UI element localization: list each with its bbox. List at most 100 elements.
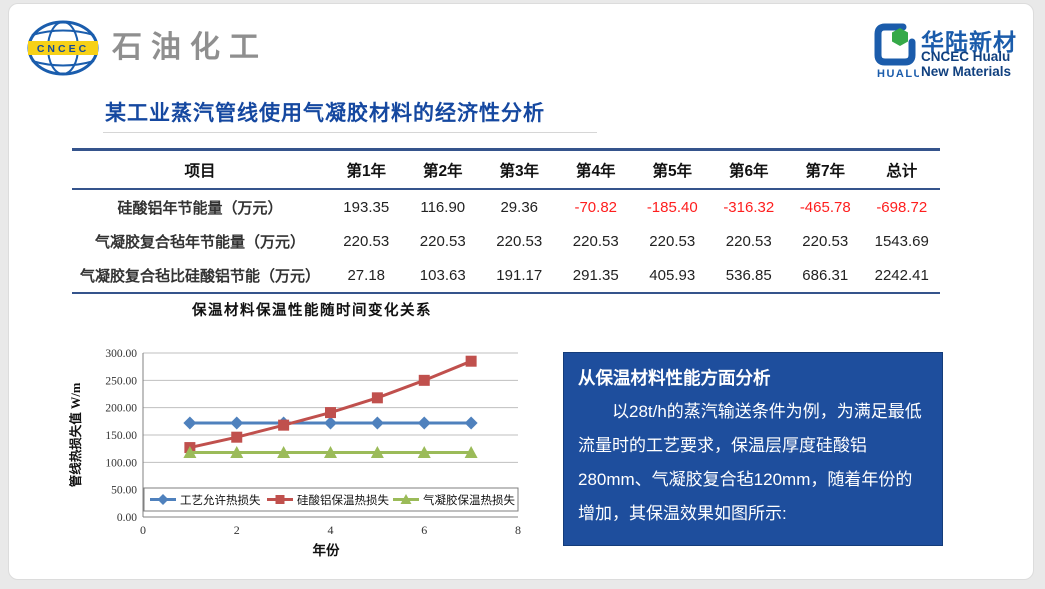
- chart-legend: 工艺允许热损失 硅酸铝保温热损失 气凝胶保温热损失: [143, 487, 519, 512]
- marker-square: [275, 495, 285, 504]
- x-tick-label: 6: [421, 523, 427, 537]
- table-cell: -70.82: [574, 198, 618, 216]
- table-cell: 291.35: [572, 266, 619, 284]
- table-cell: 193.35: [343, 198, 390, 216]
- hualu-brand-cn: 华陆新材: [921, 29, 1017, 55]
- legend-box: [143, 487, 519, 512]
- petrochemical-brand-text: 石油化工: [112, 30, 268, 65]
- table-cell: 220.53: [343, 232, 390, 250]
- y-tick-label: 300.00: [105, 348, 137, 360]
- page-title: 某工业蒸汽管线使用气凝胶材料的经济性分析: [105, 102, 545, 125]
- marker-square: [371, 392, 383, 404]
- marker-square: [231, 431, 243, 443]
- marker-diamond: [183, 416, 197, 430]
- table-column-header: 第5年: [634, 149, 711, 190]
- x-axis: 0 2 4 6 8 年份: [140, 523, 521, 558]
- marker-square: [325, 407, 336, 419]
- y-tick-label: 200.00: [105, 403, 137, 415]
- table-cell: -465.78: [799, 198, 851, 216]
- economics-table: 项目 第1年 第2年 第3年 第4年 第5年 第6年 第7年 总计 硅酸铝年节能量（万元） 193…: [72, 148, 940, 294]
- marker-diamond: [230, 416, 244, 430]
- table-cell: 686.31: [802, 266, 849, 284]
- hualu-icon-label: HUALU: [877, 68, 919, 80]
- x-tick-label: 2: [234, 523, 240, 537]
- table-column-header: 第6年: [710, 149, 787, 190]
- series-square: [184, 355, 477, 454]
- table-cell: 27.18: [347, 266, 386, 284]
- legend-label: 气凝胶保温热损失: [423, 493, 515, 507]
- table-row: 气凝胶复合毡年节能量（万元） 220.53 220.53 220.53 220.53 22…: [72, 224, 940, 258]
- table-cell: 220.53: [572, 232, 619, 250]
- marker-triangle: [183, 445, 197, 458]
- y-tick-label: 0.00: [117, 512, 137, 524]
- y-tick-label: 250.00: [105, 375, 137, 387]
- table-column-header: 项目: [72, 149, 328, 190]
- x-tick-label: 8: [515, 523, 521, 537]
- marker-triangle: [324, 445, 337, 458]
- table-cell: 536.85: [725, 266, 772, 284]
- marker-triangle: [400, 494, 412, 504]
- analysis-box: 从保温材料性能方面分析 以28t/h的蒸汽输送条件为例，为满足最低流量时的工艺要…: [563, 352, 943, 546]
- table-column-header: 第4年: [557, 149, 634, 190]
- title-underline: [103, 132, 597, 133]
- hualu-brand-en1: CNCEC Hualu: [921, 49, 1011, 64]
- table-column-header: 总计: [863, 149, 940, 190]
- marker-triangle: [464, 445, 478, 458]
- table-cell: -185.40: [646, 198, 698, 216]
- cncec-banner: [28, 41, 98, 55]
- insulation-performance-chart: 保温材料保温性能随时间变化关系 0.00 50.00 100.00 150.00 200.…: [60, 298, 540, 568]
- y-tick-label: 150.00: [105, 430, 137, 442]
- marker-diamond: [417, 416, 431, 430]
- marker-triangle: [417, 445, 431, 458]
- marker-square: [278, 419, 290, 431]
- economics-table-wrap: 项目 第1年 第2年 第3年 第4年 第5年 第6年 第7年 总计 硅酸铝年节能量（万元） 193…: [72, 148, 940, 294]
- marker-diamond: [370, 416, 384, 430]
- marker-triangle: [277, 445, 291, 458]
- row-label: 硅酸铝年节能量（万元）: [117, 199, 283, 217]
- analysis-heading: 从保温材料性能方面分析: [578, 368, 771, 388]
- table-cell: 29.36: [500, 198, 539, 216]
- y-tick-label: 50.00: [111, 485, 137, 497]
- table-row: 硅酸铝年节能量（万元） 193.35 116.90 29.36 -70.82 -185.4…: [72, 189, 940, 224]
- row-label: 气凝胶复合毡年节能量（万元）: [94, 233, 305, 251]
- table-column-header: 第3年: [481, 149, 558, 190]
- table-cell: 220.53: [802, 232, 849, 250]
- table-column-header: 第2年: [404, 149, 481, 190]
- hualu-brand-en2: New Materials: [921, 64, 1012, 79]
- series-diamond: [183, 416, 478, 430]
- y-tick-label: 100.00: [105, 457, 137, 469]
- series-triangle: [183, 445, 478, 458]
- table-cell: -698.72: [876, 198, 928, 216]
- table-cell: 191.17: [496, 266, 543, 284]
- chart-title: 保温材料保温性能随时间变化关系: [191, 301, 432, 319]
- hualu-bracket-shape: [874, 23, 916, 66]
- table-column-header: 第1年: [328, 149, 405, 190]
- marker-square: [418, 374, 430, 386]
- marker-triangle: [370, 445, 384, 458]
- table-cell: -316.32: [723, 198, 775, 216]
- cncec-globe-logo: CNCEC: [27, 20, 99, 76]
- chart-svg: 保温材料保温性能随时间变化关系 0.00 50.00 100.00 150.00 200.…: [68, 301, 521, 558]
- marker-square: [465, 355, 477, 367]
- table-cell: 220.53: [649, 232, 696, 250]
- table-cell: 220.53: [496, 232, 543, 250]
- table-cell: 405.93: [649, 266, 696, 284]
- hualu-logo-icon: HUALU: [874, 23, 919, 80]
- cncec-badge-text: CNCEC: [37, 43, 89, 55]
- table-cell: 103.63: [419, 266, 466, 284]
- hualu-hexagon: [892, 28, 908, 46]
- x-tick-label: 0: [140, 523, 146, 537]
- legend-label: 硅酸铝保温热损失: [297, 493, 389, 507]
- table-cell: 1543.69: [874, 232, 929, 250]
- economics-table-body: 硅酸铝年节能量（万元） 193.35 116.90 29.36 -70.82 -185.4…: [72, 189, 940, 293]
- table-cell: 116.90: [420, 198, 466, 216]
- x-tick-label: 4: [328, 523, 334, 537]
- y-axis-title: 管线热损失值 W/m: [68, 382, 83, 487]
- legend-label: 工艺允许热损失: [180, 493, 261, 507]
- table-cell: 2242.41: [874, 266, 929, 284]
- table-row: 气凝胶复合毡比硅酸铝节能（万元） 27.18 103.63 191.17 291.35 4…: [72, 258, 940, 293]
- row-label: 气凝胶复合毡比硅酸铝节能（万元）: [79, 267, 320, 285]
- economics-table-head: 项目 第1年 第2年 第3年 第4年 第5年 第6年 第7年 总计: [72, 149, 940, 190]
- table-cell: 220.53: [725, 232, 772, 250]
